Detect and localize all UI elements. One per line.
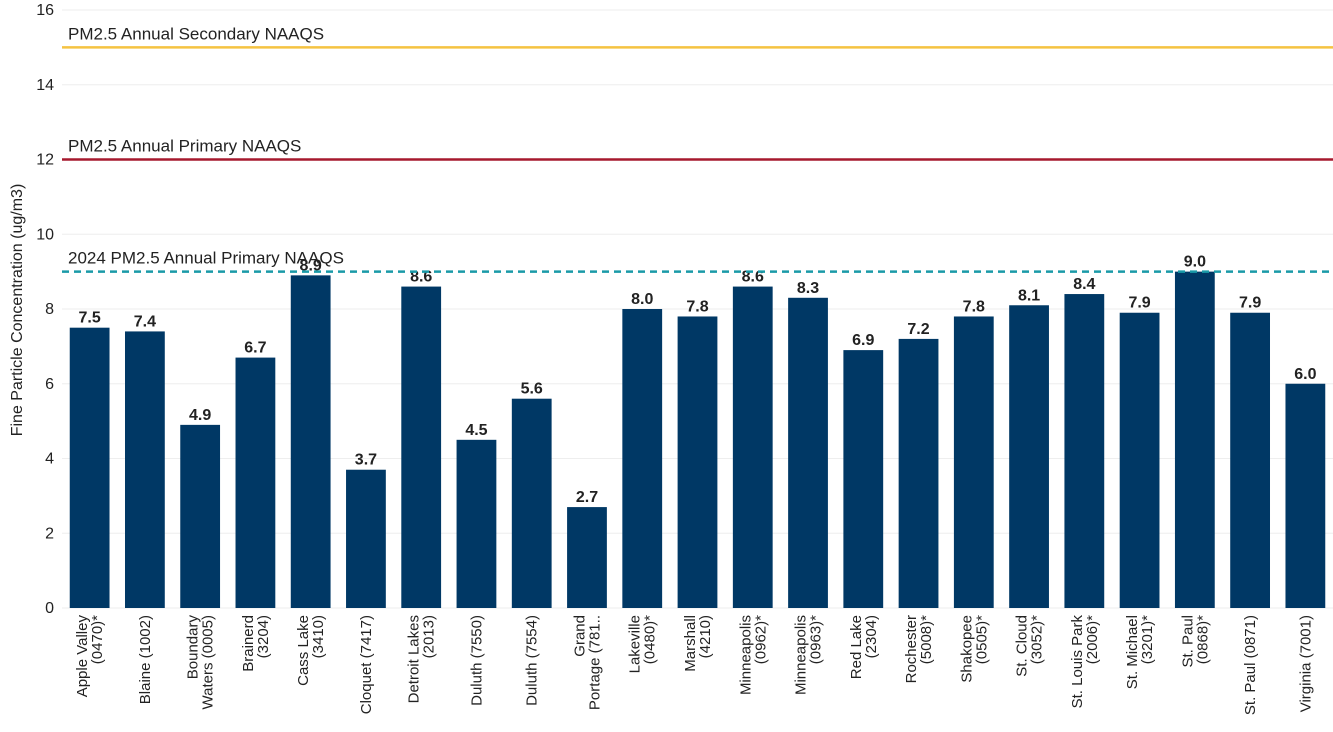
bar — [290, 275, 331, 608]
bar — [1009, 305, 1049, 608]
bar — [953, 316, 994, 608]
bar — [69, 327, 110, 608]
y-tick-label: 10 — [36, 226, 54, 243]
value-label: 8.4 — [1073, 276, 1095, 293]
value-label: 7.4 — [134, 313, 156, 330]
bar — [1174, 271, 1215, 608]
x-tick-label: St. Paul(0868)* — [1179, 615, 1211, 668]
x-tick-label: Marshall(4210) — [682, 615, 714, 672]
value-label: 6.0 — [1294, 366, 1316, 383]
y-tick-label: 2 — [45, 525, 54, 542]
bar — [1119, 312, 1160, 608]
value-label: 4.5 — [465, 422, 487, 439]
bar — [124, 331, 165, 608]
x-tick-label: Minneapolis(0963)* — [793, 615, 825, 695]
x-tick-label: Lakeville(0480)* — [627, 615, 659, 674]
x-tick-label: Brainerd(3204) — [240, 615, 272, 672]
bar — [1064, 294, 1105, 608]
x-tick-label: Shakopee(0505)* — [958, 615, 990, 683]
y-tick-label: 16 — [36, 2, 54, 19]
bar — [677, 316, 718, 608]
value-label: 6.7 — [244, 340, 266, 357]
value-label: 8.0 — [631, 291, 653, 308]
bar — [511, 398, 552, 608]
y-tick-label: 8 — [45, 301, 54, 318]
x-tick-label: Blaine (1002) — [137, 615, 154, 704]
bar — [898, 338, 939, 608]
value-label: 8.1 — [1018, 287, 1040, 304]
bar — [180, 424, 221, 608]
bar — [622, 309, 663, 608]
x-tick-label: St. Paul (0871) — [1242, 615, 1259, 715]
x-tick-label: GrandPortage (781.. — [571, 615, 603, 710]
x-tick-label: Apple Valley(0470)* — [74, 615, 106, 698]
value-label: 6.9 — [852, 332, 874, 349]
reference-label: PM2.5 Annual Secondary NAAQS — [68, 24, 324, 43]
x-tick-label: St. Michael(3201)* — [1124, 615, 1156, 689]
y-tick-label: 4 — [45, 451, 54, 468]
bar — [843, 350, 884, 608]
value-label: 4.9 — [189, 407, 211, 424]
bar — [1285, 383, 1326, 608]
value-label: 2.7 — [576, 489, 598, 506]
bar — [456, 439, 497, 608]
x-tick-label: Cass Lake(3410) — [295, 615, 327, 686]
value-label: 7.8 — [686, 298, 708, 315]
reference-label: PM2.5 Annual Primary NAAQS — [68, 137, 301, 156]
x-tick-label: St. Cloud(3052)* — [1014, 615, 1046, 677]
value-label: 7.5 — [79, 310, 101, 327]
x-tick-label: Virginia (7001) — [1297, 615, 1314, 712]
x-tick-label: Duluth (7550) — [468, 615, 485, 706]
value-label: 7.2 — [907, 321, 929, 338]
bar — [401, 286, 442, 608]
value-label: 7.9 — [1128, 295, 1150, 312]
value-label: 9.0 — [1184, 254, 1206, 271]
x-tick-label: BoundaryWaters (0005) — [185, 615, 217, 710]
x-tick-label: Minneapolis(0962)* — [737, 615, 769, 695]
x-tick-label: Duluth (7554) — [524, 615, 541, 706]
bar — [346, 469, 386, 608]
bar — [1230, 312, 1271, 608]
x-tick-label: Red Lake(2304) — [848, 615, 880, 679]
bar — [235, 357, 276, 608]
x-tick-label: Detroit Lakes(2013) — [406, 615, 438, 703]
y-tick-label: 0 — [45, 600, 54, 617]
bar — [567, 507, 607, 608]
reference-label: 2024 PM2.5 Annual Primary NAAQS — [68, 249, 344, 268]
value-label: 7.8 — [963, 298, 985, 315]
value-label: 5.6 — [521, 381, 543, 398]
x-tick-label: St. Louis Park(2006)* — [1069, 615, 1101, 709]
bar — [788, 297, 828, 608]
y-tick-label: 14 — [36, 77, 54, 94]
y-axis-label: Fine Particle Concentration (ug/m3) — [9, 184, 26, 437]
bar — [732, 286, 773, 608]
y-tick-label: 6 — [45, 376, 54, 393]
x-tick-label: Cloquet (7417) — [358, 615, 375, 714]
x-tick-label: Rochester(5008)* — [903, 615, 935, 684]
value-label: 3.7 — [355, 452, 377, 469]
value-label: 8.9 — [300, 257, 322, 274]
y-tick-label: 12 — [36, 152, 54, 169]
value-label: 8.3 — [797, 280, 819, 297]
value-label: 7.9 — [1239, 295, 1261, 312]
